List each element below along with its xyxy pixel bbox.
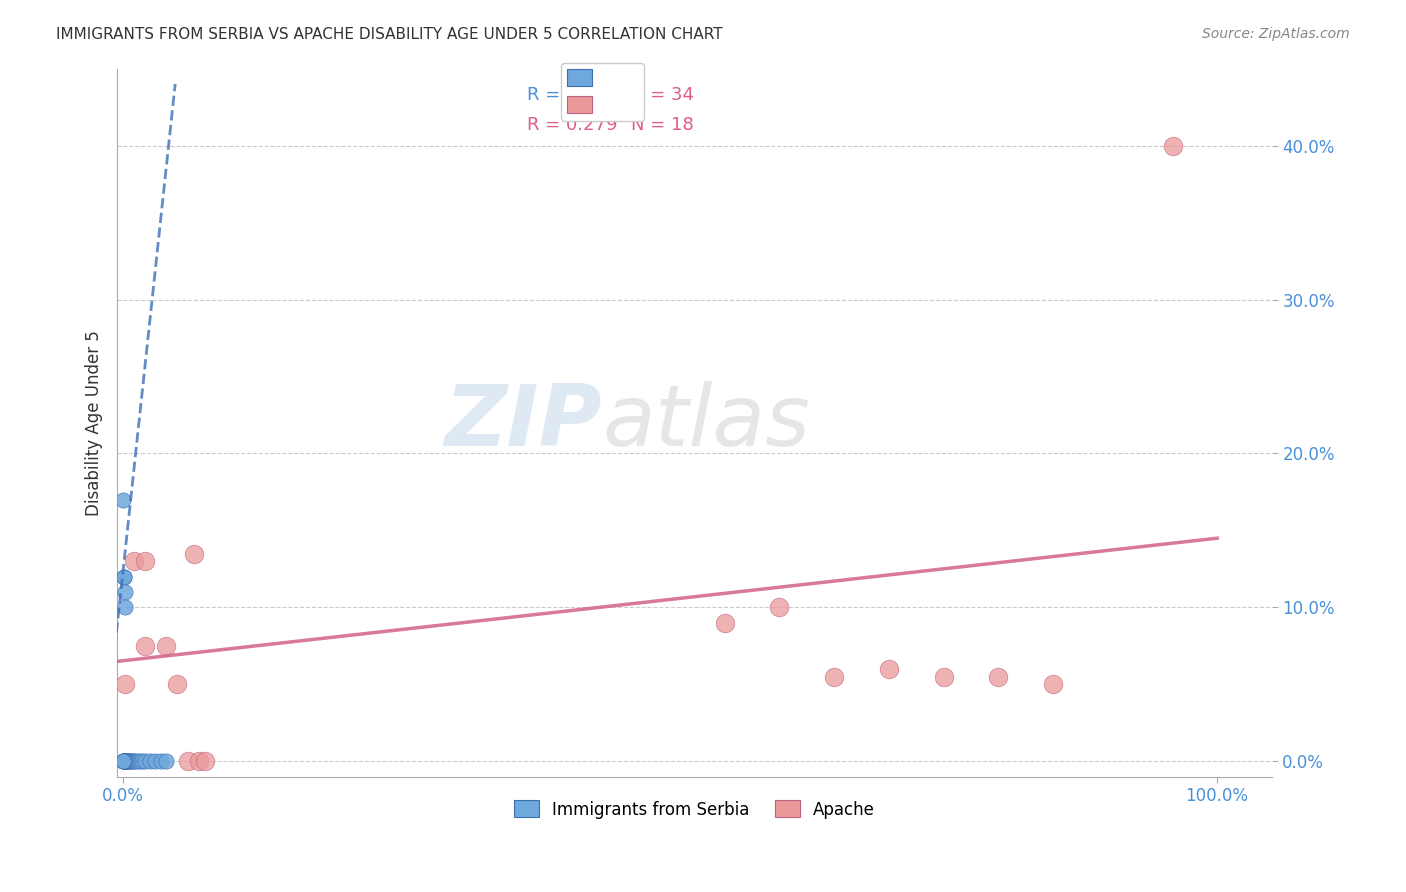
Point — [120, 755, 142, 769]
Point — [125, 755, 148, 769]
Text: atlas: atlas — [602, 381, 810, 464]
Point — [117, 755, 139, 769]
Point — [112, 755, 135, 769]
Point — [134, 639, 156, 653]
Point — [118, 755, 141, 769]
Point — [987, 670, 1010, 684]
Legend: Immigrants from Serbia, Apache: Immigrants from Serbia, Apache — [508, 794, 882, 825]
Point — [114, 600, 136, 615]
Point — [112, 755, 135, 769]
Point — [1042, 677, 1064, 691]
Point — [115, 755, 138, 769]
Point — [117, 755, 139, 769]
Text: N = 18: N = 18 — [631, 116, 693, 134]
Point — [120, 755, 142, 769]
Point — [111, 492, 134, 507]
Point — [823, 670, 845, 684]
Point — [122, 755, 145, 769]
Point — [139, 755, 162, 769]
Point — [112, 755, 135, 769]
Point — [111, 755, 134, 769]
Text: Source: ZipAtlas.com: Source: ZipAtlas.com — [1202, 27, 1350, 41]
Point — [155, 755, 177, 769]
Point — [115, 755, 138, 769]
Point — [115, 755, 138, 769]
Point — [183, 547, 205, 561]
Point — [115, 755, 138, 769]
Point — [145, 755, 167, 769]
Point — [932, 670, 955, 684]
Point — [134, 554, 156, 568]
Point — [128, 755, 150, 769]
Point — [177, 755, 200, 769]
Point — [188, 755, 211, 769]
Point — [114, 677, 136, 691]
Text: ZIP: ZIP — [444, 381, 602, 464]
Point — [713, 615, 735, 630]
Point — [114, 755, 136, 769]
Point — [121, 755, 143, 769]
Y-axis label: Disability Age Under 5: Disability Age Under 5 — [86, 330, 103, 516]
Point — [112, 570, 135, 584]
Point — [131, 755, 153, 769]
Text: N = 34: N = 34 — [631, 87, 695, 104]
Text: R = 0.279: R = 0.279 — [527, 116, 617, 134]
Point — [112, 755, 135, 769]
Text: R = 0.833: R = 0.833 — [527, 87, 617, 104]
Point — [122, 554, 145, 568]
Point — [112, 755, 135, 769]
Point — [194, 755, 217, 769]
Point — [112, 755, 135, 769]
Point — [114, 755, 136, 769]
Point — [114, 755, 136, 769]
Point — [112, 570, 135, 584]
Point — [166, 677, 188, 691]
Point — [149, 755, 172, 769]
Point — [134, 755, 156, 769]
Text: IMMIGRANTS FROM SERBIA VS APACHE DISABILITY AGE UNDER 5 CORRELATION CHART: IMMIGRANTS FROM SERBIA VS APACHE DISABIL… — [56, 27, 723, 42]
Point — [1163, 138, 1185, 153]
Point — [768, 600, 790, 615]
Point — [877, 662, 900, 676]
Point — [114, 585, 136, 599]
Point — [155, 639, 177, 653]
